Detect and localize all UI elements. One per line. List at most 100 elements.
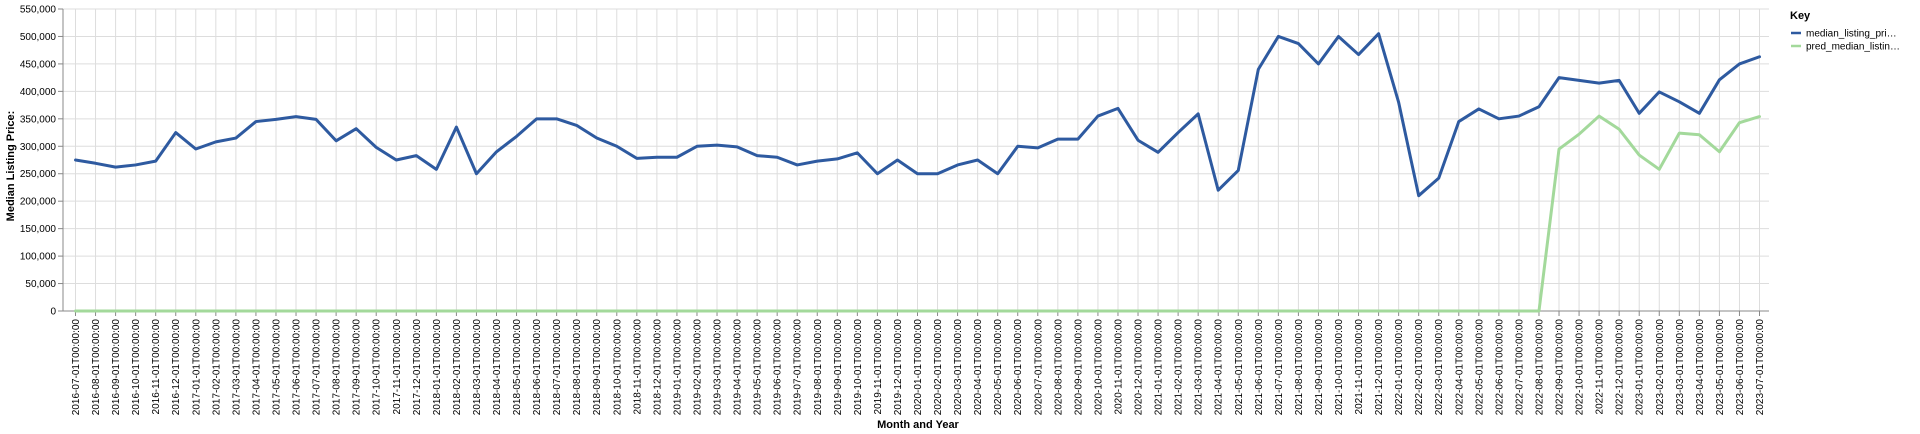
x-tick-label: 2018-08-01T00:00:00	[572, 319, 583, 416]
x-tick-label: 2023-01-01T00:00:00	[1635, 319, 1646, 416]
x-tick-label: 2019-12-01T00:00:00	[893, 319, 904, 416]
x-tick-label: 2020-07-01T00:00:00	[1033, 319, 1044, 416]
x-tick-label: 2020-02-01T00:00:00	[933, 319, 944, 416]
x-tick-label: 2021-09-01T00:00:00	[1314, 319, 1325, 416]
x-tick-label: 2016-10-01T00:00:00	[131, 319, 142, 416]
x-tick-label: 2018-07-01T00:00:00	[552, 319, 563, 416]
x-tick-label: 2022-08-01T00:00:00	[1534, 319, 1545, 416]
x-tick-label: 2019-09-01T00:00:00	[833, 319, 844, 416]
x-tick-label: 2023-06-01T00:00:00	[1735, 319, 1746, 416]
x-tick-label: 2019-02-01T00:00:00	[692, 319, 703, 416]
x-tick-label: 2019-06-01T00:00:00	[773, 319, 784, 416]
y-tick-label: 100,000	[20, 252, 57, 263]
x-tick-label: 2019-08-01T00:00:00	[813, 319, 824, 416]
x-tick-label: 2020-01-01T00:00:00	[913, 319, 924, 416]
y-tick-label: 350,000	[20, 114, 57, 125]
x-tick-label: 2018-05-01T00:00:00	[512, 319, 523, 416]
x-tick-label: 2020-09-01T00:00:00	[1073, 319, 1084, 416]
y-tick-label: 500,000	[20, 32, 57, 43]
x-tick-label: 2022-06-01T00:00:00	[1494, 319, 1505, 416]
x-tick-label: 2017-06-01T00:00:00	[292, 319, 303, 416]
legend-label: median_listing_pri…	[1806, 29, 1897, 40]
x-tick-label: 2021-10-01T00:00:00	[1334, 319, 1345, 416]
x-tick-label: 2021-06-01T00:00:00	[1254, 319, 1265, 416]
x-tick-label: 2017-10-01T00:00:00	[372, 319, 383, 416]
x-tick-label: 2018-02-01T00:00:00	[452, 319, 463, 416]
x-tick-label: 2019-07-01T00:00:00	[793, 319, 804, 416]
x-tick-label: 2018-06-01T00:00:00	[532, 319, 543, 416]
x-tick-label: 2020-08-01T00:00:00	[1053, 319, 1064, 416]
x-tick-label: 2021-01-01T00:00:00	[1154, 319, 1165, 416]
grid	[63, 8, 1769, 312]
x-tick-label: 2021-03-01T00:00:00	[1194, 319, 1205, 416]
y-tick-label: 300,000	[20, 142, 57, 153]
legend-title: Key	[1790, 10, 1811, 22]
x-tick-label: 2019-11-01T00:00:00	[873, 319, 884, 415]
x-tick-label: 2017-11-01T00:00:00	[392, 319, 403, 415]
x-tick-label: 2022-01-01T00:00:00	[1394, 319, 1405, 416]
x-tick-label: 2020-10-01T00:00:00	[1093, 319, 1104, 416]
x-tick-label: 2016-11-01T00:00:00	[151, 319, 162, 415]
x-tick-label: 2022-09-01T00:00:00	[1555, 319, 1566, 416]
x-tick-label: 2022-04-01T00:00:00	[1454, 319, 1465, 416]
x-tick-label: 2023-03-01T00:00:00	[1675, 319, 1686, 416]
x-axis: 2016-07-01T00:00:00 2016-08-01T00:00:00 20…	[63, 310, 1769, 416]
y-tick-label: 550,000	[20, 5, 57, 16]
x-tick-label: 2020-03-01T00:00:00	[953, 319, 964, 416]
series-line	[74, 32, 1761, 198]
x-tick-label: 2022-11-01T00:00:00	[1595, 319, 1606, 415]
x-tick-label: 2018-12-01T00:00:00	[652, 319, 663, 416]
x-axis-title: Month and Year	[877, 419, 959, 431]
x-tick-label: 2020-11-01T00:00:00	[1113, 319, 1124, 415]
x-tick-label: 2019-03-01T00:00:00	[713, 319, 724, 416]
legend-label: pred_median_listin…	[1806, 42, 1900, 53]
x-tick-label: 2020-04-01T00:00:00	[973, 319, 984, 416]
x-tick-label: 2023-02-01T00:00:00	[1655, 319, 1666, 416]
x-tick-label: 2018-10-01T00:00:00	[612, 319, 623, 416]
x-tick-label: 2021-11-01T00:00:00	[1354, 319, 1365, 415]
x-tick-label: 2020-12-01T00:00:00	[1134, 319, 1145, 416]
x-tick-label: 2019-01-01T00:00:00	[672, 319, 683, 416]
x-tick-label: 2018-09-01T00:00:00	[592, 319, 603, 416]
y-tick-label: 400,000	[20, 87, 57, 98]
x-tick-label: 2017-04-01T00:00:00	[251, 319, 262, 416]
x-tick-label: 2017-08-01T00:00:00	[332, 319, 343, 416]
x-tick-label: 2019-04-01T00:00:00	[733, 319, 744, 416]
x-tick-label: 2019-05-01T00:00:00	[753, 319, 764, 416]
y-tick-label: 0	[50, 307, 56, 318]
x-tick-label: 2018-04-01T00:00:00	[492, 319, 503, 416]
x-tick-label: 2019-10-01T00:00:00	[853, 319, 864, 416]
series-lines	[74, 32, 1761, 313]
x-tick-label: 2021-02-01T00:00:00	[1174, 319, 1185, 416]
x-tick-label: 2021-07-01T00:00:00	[1274, 319, 1285, 416]
x-tick-label: 2017-07-01T00:00:00	[312, 319, 323, 416]
y-axis-title: Median Listing Price:	[5, 111, 17, 222]
legend: Key median_listing_pri… pred_median_listi…	[1790, 10, 1900, 53]
x-tick-label: 2021-04-01T00:00:00	[1214, 319, 1225, 416]
x-tick-label: 2020-06-01T00:00:00	[1013, 319, 1024, 416]
x-tick-label: 2022-12-01T00:00:00	[1615, 319, 1626, 416]
x-tick-label: 2023-05-01T00:00:00	[1715, 319, 1726, 416]
x-tick-label: 2017-05-01T00:00:00	[271, 319, 282, 416]
x-tick-label: 2018-11-01T00:00:00	[632, 319, 643, 415]
x-tick-label: 2020-05-01T00:00:00	[993, 319, 1004, 416]
x-tick-label: 2018-03-01T00:00:00	[472, 319, 483, 416]
x-tick-label: 2017-01-01T00:00:00	[191, 319, 202, 416]
x-tick-label: 2023-04-01T00:00:00	[1695, 319, 1706, 416]
x-tick-label: 2018-01-01T00:00:00	[432, 319, 443, 416]
x-tick-label: 2022-07-01T00:00:00	[1514, 319, 1525, 416]
x-tick-label: 2022-03-01T00:00:00	[1434, 319, 1445, 416]
x-tick-label: 2021-05-01T00:00:00	[1234, 319, 1245, 416]
x-tick-label: 2016-12-01T00:00:00	[171, 319, 182, 416]
x-tick-label: 2021-08-01T00:00:00	[1294, 319, 1305, 416]
x-tick-label: 2022-10-01T00:00:00	[1575, 319, 1586, 416]
y-axis: 0 50,000 100,000 150,000 200,000 250,000 300,0…	[20, 5, 64, 318]
x-tick-label: 2017-12-01T00:00:00	[412, 319, 423, 416]
x-tick-label: 2016-09-01T00:00:00	[111, 319, 122, 416]
x-tick-label: 2021-12-01T00:00:00	[1374, 319, 1385, 416]
x-tick-label: 2017-09-01T00:00:00	[352, 319, 363, 416]
y-tick-label: 50,000	[25, 279, 56, 290]
y-tick-label: 450,000	[20, 59, 57, 70]
x-tick-label: 2017-03-01T00:00:00	[231, 319, 242, 416]
